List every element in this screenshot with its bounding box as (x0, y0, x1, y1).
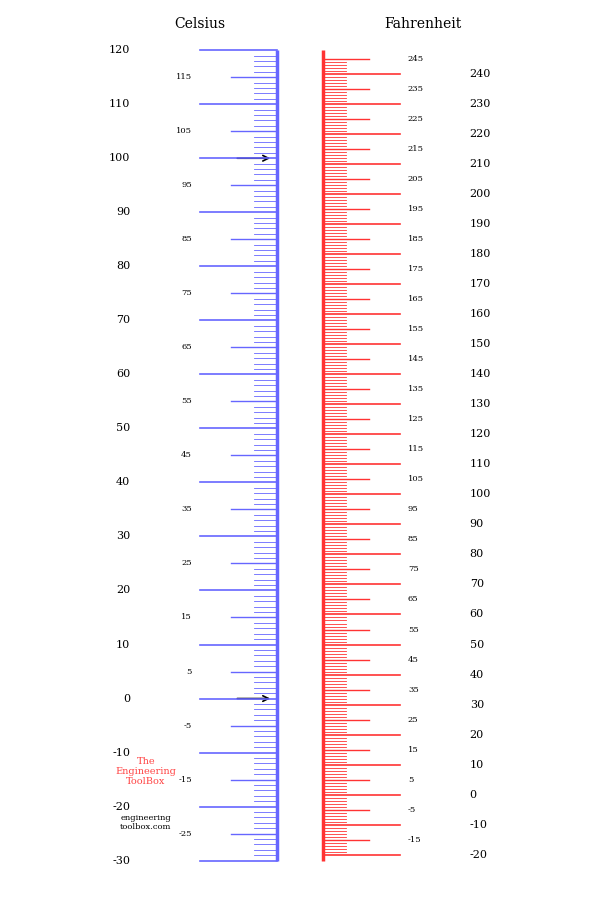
Text: 10: 10 (116, 640, 130, 650)
Text: 245: 245 (408, 55, 424, 63)
Text: 170: 170 (470, 279, 491, 289)
Text: -25: -25 (179, 830, 192, 838)
Text: 190: 190 (470, 220, 491, 230)
Text: 230: 230 (470, 99, 491, 109)
Text: -15: -15 (178, 776, 192, 784)
Text: 90: 90 (116, 207, 130, 217)
Text: 215: 215 (408, 145, 424, 153)
Text: 105: 105 (176, 127, 192, 135)
Text: 15: 15 (181, 614, 192, 622)
Text: 40: 40 (470, 670, 484, 680)
Text: 175: 175 (408, 266, 424, 274)
Text: 30: 30 (116, 531, 130, 542)
Text: 85: 85 (408, 536, 419, 544)
Text: 160: 160 (470, 310, 491, 320)
Text: 95: 95 (408, 506, 419, 513)
Text: 150: 150 (470, 339, 491, 349)
Text: 55: 55 (408, 626, 419, 634)
Text: 45: 45 (408, 655, 419, 663)
Text: 30: 30 (470, 699, 484, 709)
Text: 100: 100 (109, 153, 130, 163)
Text: 60: 60 (470, 609, 484, 619)
Text: 135: 135 (408, 385, 424, 393)
Text: 55: 55 (181, 398, 192, 405)
Text: 110: 110 (470, 459, 491, 470)
Text: 210: 210 (470, 159, 491, 169)
Text: 50: 50 (470, 640, 484, 650)
Text: engineering
toolbox.com: engineering toolbox.com (120, 814, 172, 832)
Text: 120: 120 (470, 429, 491, 439)
Text: -10: -10 (470, 820, 488, 830)
Text: 80: 80 (470, 550, 484, 560)
Text: 20: 20 (470, 730, 484, 740)
Text: 80: 80 (116, 261, 130, 271)
Text: 145: 145 (408, 356, 424, 364)
Text: The
Engineering
ToolBox: The Engineering ToolBox (115, 757, 176, 787)
Text: -5: -5 (408, 806, 416, 814)
Text: 45: 45 (181, 452, 192, 459)
Text: 115: 115 (176, 73, 192, 81)
Text: 90: 90 (470, 519, 484, 529)
Text: Celsius: Celsius (174, 17, 226, 32)
Text: 40: 40 (116, 477, 130, 488)
Text: 70: 70 (116, 315, 130, 325)
Text: 235: 235 (408, 86, 424, 94)
Text: 155: 155 (408, 325, 424, 333)
Text: 95: 95 (181, 181, 192, 189)
Text: -20: -20 (112, 802, 130, 812)
Text: -30: -30 (112, 856, 130, 866)
Text: 105: 105 (408, 475, 424, 483)
Text: 15: 15 (408, 745, 419, 753)
Text: 70: 70 (470, 580, 484, 590)
Text: 50: 50 (116, 423, 130, 434)
Text: -20: -20 (470, 850, 488, 859)
Text: 100: 100 (470, 490, 491, 500)
Text: 10: 10 (470, 760, 484, 770)
Text: 110: 110 (109, 99, 130, 109)
Text: 120: 120 (109, 45, 130, 55)
Text: 35: 35 (408, 686, 419, 694)
Text: Fahrenheit: Fahrenheit (385, 17, 462, 32)
Text: 85: 85 (181, 235, 192, 243)
Text: 165: 165 (408, 295, 424, 303)
Text: 185: 185 (408, 235, 424, 243)
Text: 125: 125 (408, 416, 424, 423)
Text: 25: 25 (408, 716, 419, 724)
Text: 65: 65 (408, 596, 419, 604)
Text: -5: -5 (184, 722, 192, 730)
Text: 25: 25 (181, 560, 192, 568)
Text: 195: 195 (408, 205, 424, 213)
Text: 220: 220 (470, 130, 491, 140)
Text: 5: 5 (187, 668, 192, 676)
Text: 205: 205 (408, 176, 424, 184)
Text: 0: 0 (470, 789, 477, 799)
Text: 225: 225 (408, 115, 424, 123)
Text: 75: 75 (408, 565, 419, 573)
Text: 130: 130 (470, 400, 491, 410)
Text: 0: 0 (123, 694, 130, 704)
Text: 200: 200 (470, 189, 491, 199)
Text: 180: 180 (470, 249, 491, 259)
Text: 115: 115 (408, 446, 424, 454)
Text: 35: 35 (181, 506, 192, 513)
Text: 20: 20 (116, 586, 130, 596)
Text: 240: 240 (470, 69, 491, 79)
Text: -10: -10 (112, 748, 130, 758)
Text: 60: 60 (116, 369, 130, 380)
Text: 5: 5 (408, 776, 413, 784)
Text: 140: 140 (470, 369, 491, 380)
Text: -15: -15 (408, 835, 422, 843)
Text: 75: 75 (181, 289, 192, 297)
Text: 65: 65 (181, 343, 192, 351)
